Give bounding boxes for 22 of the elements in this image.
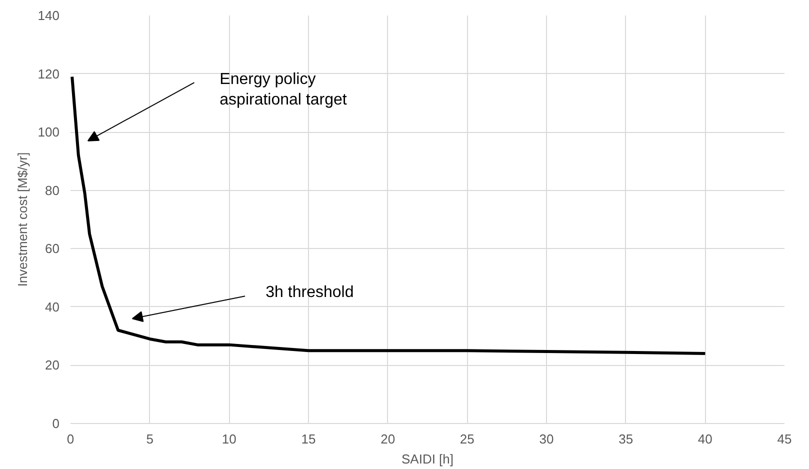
y-tick-label: 80	[45, 182, 60, 198]
y-tick-label: 100	[38, 124, 60, 140]
x-tick-label: 15	[301, 432, 316, 446]
y-tick-label: 40	[45, 299, 60, 314]
x-tick-label: 30	[539, 432, 554, 446]
annotation: Energy policy aspirational target	[220, 70, 348, 108]
x-tick-label: 40	[698, 432, 712, 446]
x-tick-label: 35	[618, 432, 634, 446]
y-axis-title: Investment cost [M$/yr]	[14, 152, 30, 287]
annotation: 3h threshold	[266, 284, 354, 301]
x-tick-label: 25	[460, 432, 474, 446]
y-tick-label: 0	[52, 416, 60, 431]
x-tick-label: 0	[66, 432, 74, 446]
y-tick-label: 60	[45, 241, 60, 256]
y-tick-label: 120	[38, 66, 60, 82]
x-tick-label: 20	[380, 432, 396, 446]
x-axis-title: SAIDI [h]	[401, 452, 454, 466]
x-tick-label: 5	[146, 432, 154, 446]
y-tick-label: 20	[45, 358, 60, 373]
x-tick-label: 10	[222, 432, 236, 446]
y-tick-label: 140	[38, 8, 60, 23]
x-tick-label: 45	[777, 432, 792, 446]
